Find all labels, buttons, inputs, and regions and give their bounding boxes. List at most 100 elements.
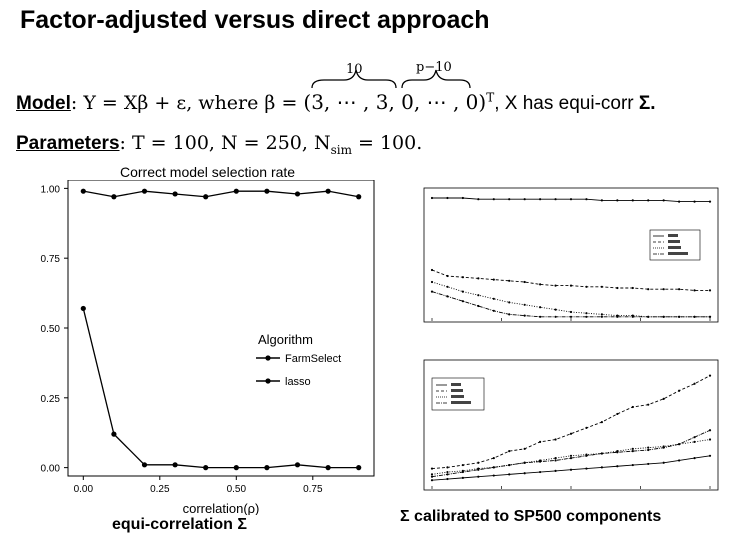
data-point-1 — [678, 288, 681, 291]
slide-title: Factor-adjusted versus direct approach — [20, 6, 490, 34]
data-point-3 — [492, 466, 495, 469]
parameters-label: Parameters — [16, 133, 120, 154]
data-point-3 — [461, 470, 464, 474]
data-point-lasso — [80, 305, 86, 312]
data-point-0 — [492, 198, 495, 201]
left-caption: equi-correlation Σ — [112, 516, 247, 533]
data-point-farmselect — [294, 191, 301, 197]
data-point-1 — [585, 426, 588, 430]
y-tick-label: 0.00 — [41, 464, 61, 475]
data-point-2 — [631, 447, 634, 450]
data-point-1 — [631, 405, 634, 409]
x-tick-label: 0.75 — [303, 484, 323, 495]
data-point-lasso — [172, 462, 178, 468]
parameters-values-end: = 100. — [351, 132, 423, 154]
data-point-0 — [539, 470, 542, 474]
y-tick-label: 0.75 — [41, 254, 61, 265]
model-transpose: T — [486, 90, 495, 105]
right-bottom-chart — [423, 359, 719, 491]
data-point-farmselect — [356, 194, 362, 200]
data-point-2 — [523, 303, 526, 306]
data-point-3 — [600, 315, 603, 318]
data-point-1 — [461, 463, 464, 467]
data-point-3 — [616, 451, 619, 454]
data-point-1 — [647, 403, 650, 406]
data-point-0 — [600, 466, 603, 469]
data-point-1 — [508, 450, 511, 453]
data-point-2 — [508, 301, 511, 304]
data-point-1 — [708, 374, 712, 377]
data-point-farmselect — [203, 194, 209, 200]
data-point-3 — [631, 450, 634, 453]
data-point-0 — [430, 196, 434, 200]
data-point-1 — [446, 274, 449, 278]
data-point-0 — [523, 198, 526, 201]
data-point-3 — [647, 315, 650, 318]
data-point-2 — [554, 308, 557, 311]
data-point-1 — [508, 279, 511, 282]
data-point-1 — [523, 447, 526, 450]
data-point-0 — [569, 198, 573, 201]
data-point-farmselect — [141, 188, 148, 194]
data-point-0 — [477, 198, 480, 201]
data-point-1 — [678, 389, 681, 392]
data-point-3 — [678, 315, 681, 318]
data-point-3 — [554, 315, 557, 318]
data-point-1 — [539, 283, 542, 286]
right-bottom-legend — [431, 377, 485, 411]
right-caption: Σ calibrated to SP500 components — [400, 508, 662, 525]
data-point-3 — [585, 454, 588, 457]
data-point-1 — [600, 420, 603, 424]
data-point-0 — [508, 198, 511, 201]
data-point-3 — [477, 304, 480, 308]
data-point-0 — [569, 468, 573, 471]
data-point-0 — [616, 465, 619, 468]
data-point-lasso — [264, 465, 270, 471]
data-point-3 — [585, 315, 588, 318]
data-point-3 — [569, 457, 573, 460]
data-point-1 — [523, 280, 526, 284]
x-tick-label: 0.50 — [227, 484, 247, 495]
legend-title: Algorithm — [258, 332, 313, 347]
y-tick-label: 0.25 — [41, 394, 61, 405]
x-tick-label: 0.00 — [74, 484, 94, 495]
model-sigma: Σ. — [638, 93, 656, 114]
data-point-3 — [693, 436, 696, 439]
data-point-2 — [477, 294, 480, 297]
data-point-1 — [492, 278, 495, 281]
left-chart-title: Correct model selection rate — [120, 164, 296, 180]
data-point-1 — [477, 277, 480, 280]
data-point-0 — [693, 200, 696, 203]
right-top-chart — [423, 187, 719, 323]
data-point-1 — [616, 286, 619, 290]
data-point-0 — [647, 462, 650, 466]
data-point-0 — [631, 463, 634, 467]
data-point-0 — [461, 476, 464, 479]
model-equation: : Y = Xβ + ε, where β = — [70, 92, 304, 114]
data-point-2 — [539, 306, 542, 309]
data-point-1 — [647, 288, 650, 291]
data-point-1 — [430, 268, 434, 272]
data-point-3 — [662, 315, 665, 318]
data-point-1 — [662, 288, 665, 291]
legend-item-farmselect: FarmSelect — [256, 353, 341, 365]
data-point-0 — [539, 198, 542, 201]
data-point-farmselect — [111, 194, 117, 200]
data-point-2 — [569, 454, 573, 457]
data-point-3 — [477, 468, 480, 471]
data-point-1 — [600, 285, 603, 288]
data-point-0 — [585, 467, 588, 470]
data-point-0 — [708, 454, 712, 457]
data-point-1 — [693, 382, 696, 385]
data-point-0 — [492, 474, 495, 477]
data-point-lasso — [356, 465, 362, 471]
vector-braces — [311, 69, 471, 89]
data-point-0 — [616, 199, 619, 202]
data-point-0 — [585, 198, 588, 201]
data-point-3 — [616, 315, 619, 318]
data-point-0 — [693, 457, 696, 460]
series-line-lasso — [82, 308, 359, 469]
data-point-0 — [477, 475, 480, 478]
data-point-2 — [647, 446, 650, 449]
brace-right — [401, 69, 471, 89]
